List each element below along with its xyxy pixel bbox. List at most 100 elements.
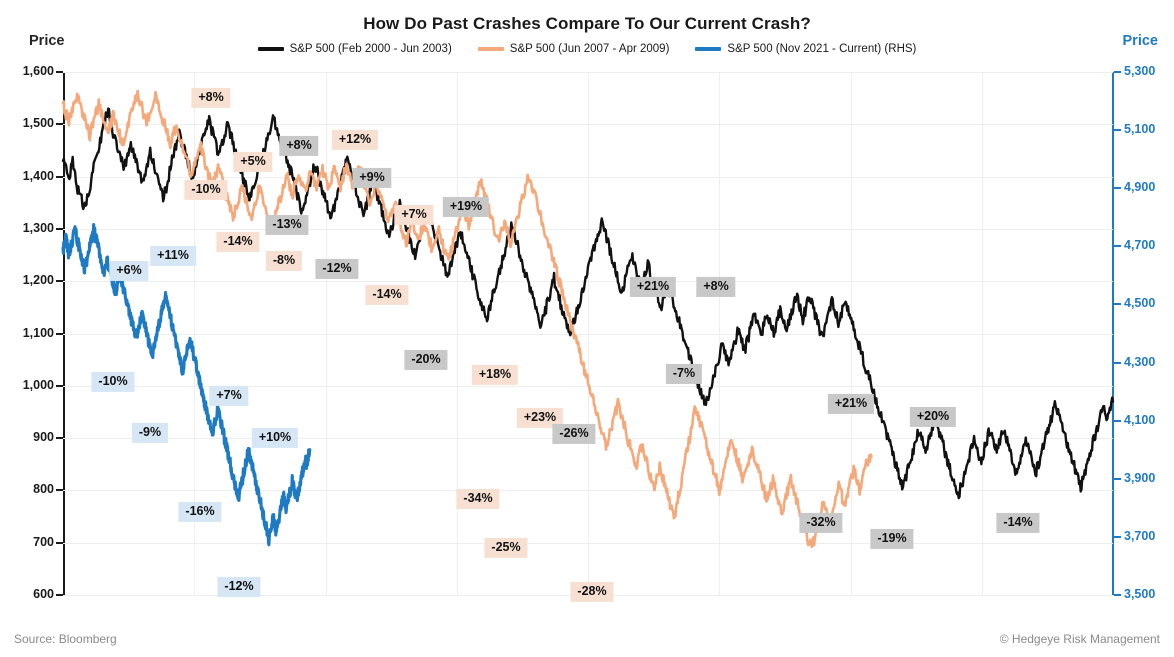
annotation-badge: -25% <box>484 537 528 559</box>
left-axis-title: Price <box>29 33 65 49</box>
left-tick-mark <box>56 175 63 178</box>
vertical-gridline <box>588 72 589 595</box>
annotation-badge: +5% <box>233 151 273 173</box>
vertical-gridline <box>456 72 458 595</box>
right-axis-spine <box>1112 72 1114 596</box>
right-tick-mark <box>1114 361 1121 364</box>
legend-label: S&P 500 (Nov 2021 - Current) (RHS) <box>727 43 917 55</box>
right-tick-mark <box>1114 129 1121 132</box>
right-axis-label: 4,900 <box>1124 180 1156 195</box>
chart-legend: S&P 500 (Feb 2000 - Jun 2003) S&P 500 (Ju… <box>0 43 1174 55</box>
right-axis-label: 4,300 <box>1124 354 1156 369</box>
series-line-3 <box>61 223 312 547</box>
annotation-badge: +23% <box>516 407 564 429</box>
right-tick-mark <box>1114 187 1121 190</box>
annotation-badge: -12% <box>315 258 359 280</box>
right-axis-label: 3,500 <box>1124 587 1156 601</box>
page-title: How Do Past Crashes Compare To Our Curre… <box>363 14 811 33</box>
right-tick-mark <box>1114 535 1121 538</box>
annotation-badge: +21% <box>827 393 875 415</box>
annotation-badge: -10% <box>184 179 228 201</box>
annotation-badge: -14% <box>996 512 1040 534</box>
annotation-badge: +12% <box>331 129 379 151</box>
left-tick-mark <box>56 489 63 492</box>
annotation-badge: -28% <box>570 581 614 603</box>
left-tick-mark <box>56 384 63 387</box>
annotation-badge: +6% <box>109 260 149 282</box>
annotation-badge: +8% <box>279 135 319 157</box>
vertical-gridline <box>194 72 196 595</box>
left-axis-label: 1,400 <box>22 168 54 183</box>
series-line-2 <box>61 89 873 549</box>
legend-item-2[interactable]: S&P 500 (Jun 2007 - Apr 2009) <box>477 43 670 55</box>
annotation-badge: -7% <box>665 363 703 385</box>
left-axis-label: 1,100 <box>22 325 54 340</box>
annotation-badge: -9% <box>131 422 169 444</box>
annotation-badge: -12% <box>217 576 261 598</box>
annotation-badge: +7% <box>394 204 434 226</box>
source-note: Source: Bloomberg <box>14 632 117 646</box>
right-tick-mark <box>1114 594 1121 596</box>
right-tick-mark <box>1114 303 1121 306</box>
copyright-note: © Hedgeye Risk Management <box>999 632 1160 646</box>
left-axis-label: 1,500 <box>22 116 54 131</box>
left-tick-mark <box>56 280 63 283</box>
right-tick-mark <box>1114 245 1121 248</box>
annotation-badge: +21% <box>629 276 677 298</box>
annotation-badge: +19% <box>442 196 490 218</box>
vertical-gridline <box>719 72 721 595</box>
left-tick-mark <box>56 71 63 73</box>
annotation-badge: -32% <box>799 512 843 534</box>
annotation-badge: +18% <box>471 364 519 386</box>
left-axis-label: 1,300 <box>22 220 54 235</box>
vertical-gridline <box>850 72 852 595</box>
left-tick-mark <box>56 332 63 335</box>
left-tick-mark <box>56 227 63 230</box>
annotation-badge: -14% <box>365 284 409 306</box>
right-axis-label: 4,700 <box>1124 238 1156 253</box>
vertical-gridline <box>325 72 327 595</box>
annotation-badge: -19% <box>870 528 914 550</box>
left-axis-label: 1,000 <box>22 377 54 392</box>
legend-swatch-icon <box>477 47 504 51</box>
legend-swatch-icon <box>257 47 284 51</box>
annotation-badge: -13% <box>265 214 309 236</box>
legend-item-3[interactable]: S&P 500 (Nov 2021 - Current) (RHS) <box>695 43 916 55</box>
legend-label: S&P 500 (Feb 2000 - Jun 2003) <box>289 43 452 55</box>
left-tick-mark <box>56 541 63 544</box>
annotation-badge: -10% <box>91 371 135 393</box>
left-axis-label: 1,200 <box>22 273 54 288</box>
right-axis-label: 4,500 <box>1124 296 1156 311</box>
left-axis-label: 600 <box>33 587 54 601</box>
annotation-badge: -8% <box>265 250 303 272</box>
left-tick-mark <box>56 437 63 440</box>
left-axis-label: 800 <box>33 482 54 497</box>
annotation-badge: -20% <box>404 349 448 371</box>
annotation-badge: -26% <box>552 423 596 445</box>
right-tick-mark <box>1114 477 1121 480</box>
left-tick-mark <box>56 594 63 596</box>
left-axis-label: 1,600 <box>22 64 54 78</box>
annotation-badge: +10% <box>251 427 299 449</box>
annotation-badge: +8% <box>696 276 736 298</box>
left-tick-mark <box>56 123 63 126</box>
legend-swatch-icon <box>695 47 722 51</box>
right-axis-label: 3,900 <box>1124 470 1156 485</box>
annotation-badge: +9% <box>352 167 392 189</box>
legend-label: S&P 500 (Jun 2007 - Apr 2009) <box>509 43 670 55</box>
annotation-badge: -14% <box>216 231 260 253</box>
annotation-badge: -34% <box>456 488 500 510</box>
left-axis-label: 700 <box>33 534 54 549</box>
right-tick-mark <box>1114 71 1121 73</box>
right-tick-mark <box>1114 419 1121 422</box>
annotation-badge: -16% <box>178 501 222 523</box>
annotation-badge: +11% <box>150 245 196 267</box>
annotation-badge: +7% <box>209 385 249 407</box>
plot-area: +8% -10% +5% -14% +8% +12% +9% -13% -8% -12% -14% +… <box>61 72 1115 603</box>
right-axis-label: 3,700 <box>1124 528 1156 543</box>
right-axis-title: Price <box>1122 33 1158 49</box>
legend-item-1[interactable]: S&P 500 (Feb 2000 - Jun 2003) <box>257 43 452 55</box>
right-axis-label: 5,300 <box>1124 64 1156 78</box>
annotation-badge: +20% <box>909 406 957 428</box>
